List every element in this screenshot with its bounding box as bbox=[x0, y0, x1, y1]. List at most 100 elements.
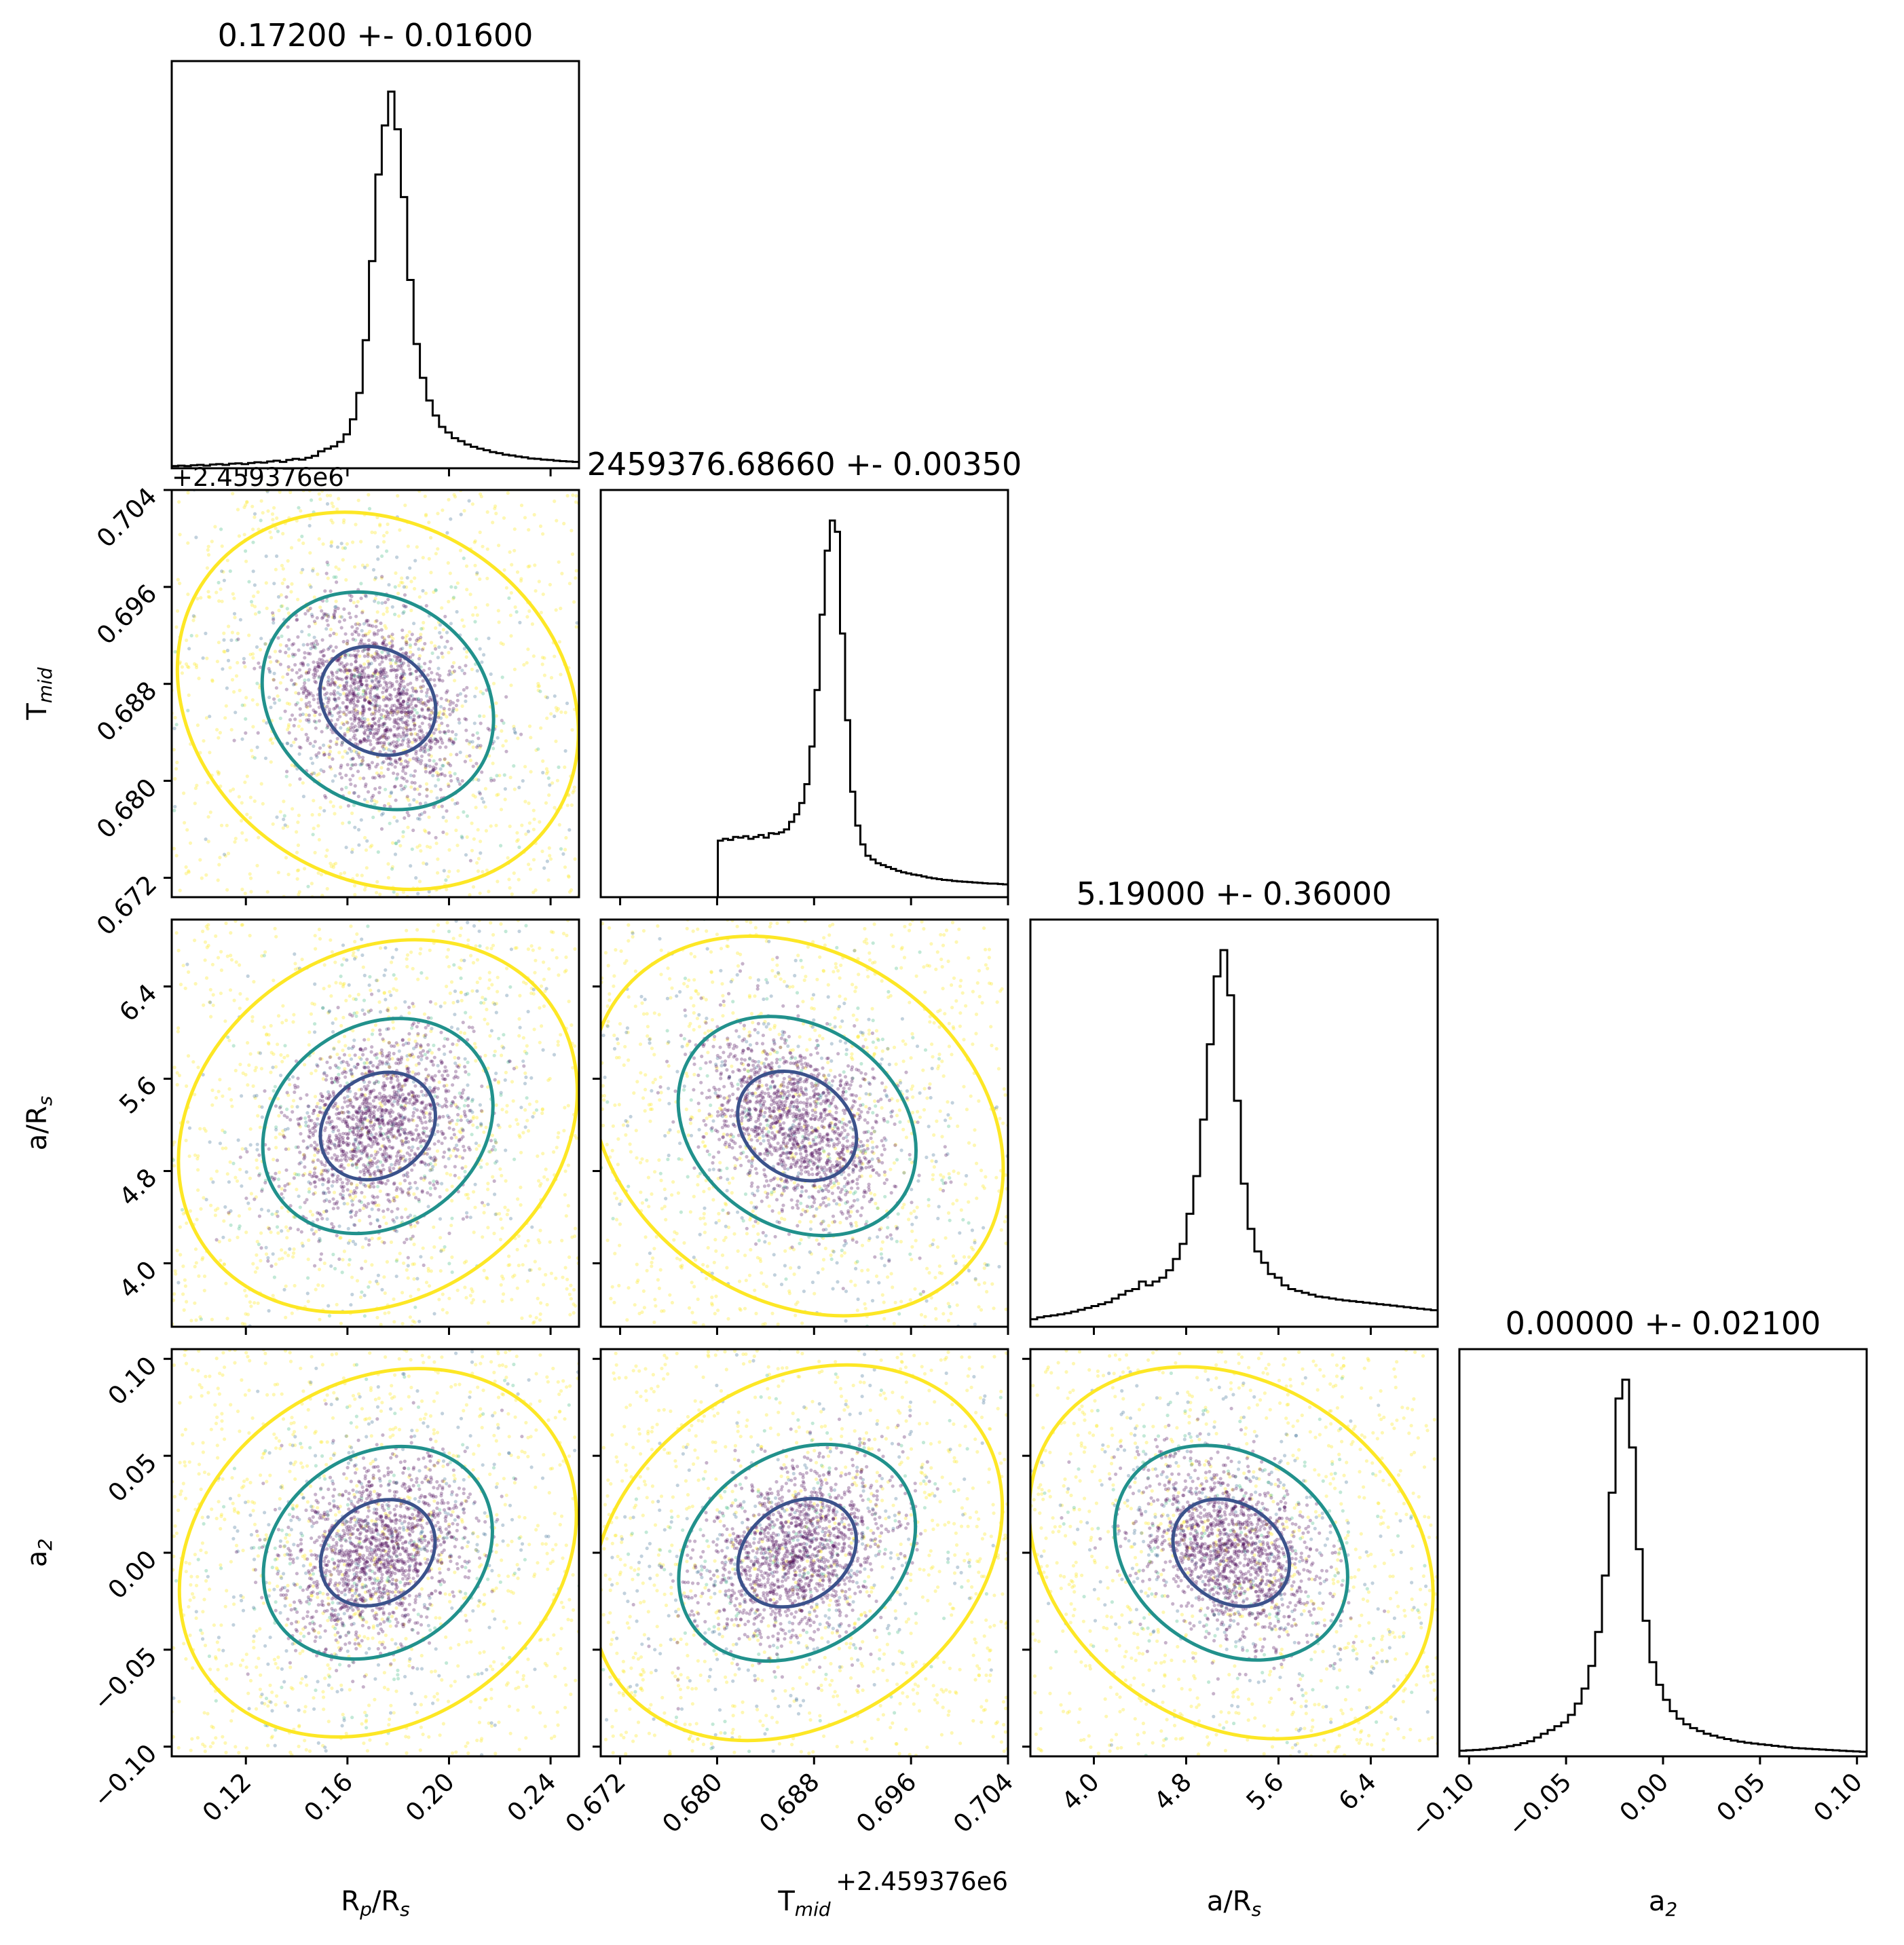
sample-point bbox=[386, 862, 390, 866]
sample-point bbox=[494, 823, 498, 827]
sample-point bbox=[466, 1103, 470, 1108]
sample-point bbox=[351, 696, 355, 700]
sample-point bbox=[286, 1182, 290, 1186]
sample-point bbox=[565, 933, 569, 937]
sample-point bbox=[244, 731, 248, 735]
sample-point bbox=[405, 1057, 410, 1061]
sample-point bbox=[386, 697, 390, 701]
sample-point bbox=[415, 787, 419, 791]
sample-point bbox=[365, 686, 369, 690]
sample-point bbox=[392, 749, 396, 754]
sample-point bbox=[554, 608, 558, 612]
sample-point bbox=[379, 1103, 384, 1108]
sample-point bbox=[425, 844, 430, 848]
sample-point bbox=[411, 1319, 415, 1323]
sample-point bbox=[266, 1375, 269, 1378]
sample-point bbox=[533, 1260, 537, 1264]
sample-point bbox=[378, 750, 382, 754]
sample-point bbox=[316, 1101, 320, 1106]
sample-point bbox=[258, 1051, 263, 1055]
sample-point bbox=[356, 696, 360, 700]
sample-point bbox=[253, 756, 257, 760]
sample-point bbox=[394, 1259, 398, 1263]
sample-point bbox=[481, 800, 486, 804]
sample-point bbox=[530, 1225, 534, 1229]
sample-point bbox=[513, 946, 517, 950]
sample-point bbox=[451, 740, 455, 744]
sample-point bbox=[301, 567, 305, 571]
sample-point bbox=[335, 675, 339, 679]
sample-point bbox=[528, 867, 533, 871]
sample-point bbox=[384, 946, 388, 950]
sample-point bbox=[229, 728, 234, 732]
sample-point bbox=[367, 1214, 371, 1219]
sample-point bbox=[441, 712, 445, 716]
sample-point bbox=[222, 631, 226, 635]
sample-point bbox=[308, 1209, 312, 1213]
sample-point bbox=[210, 678, 214, 682]
sample-point bbox=[534, 1108, 539, 1112]
sample-point bbox=[441, 679, 445, 683]
sample-point bbox=[449, 1136, 453, 1140]
sample-point bbox=[292, 1013, 296, 1017]
sample-point bbox=[290, 713, 295, 717]
sample-point bbox=[381, 1163, 385, 1167]
sample-point bbox=[537, 1179, 541, 1183]
sample-point bbox=[401, 835, 405, 839]
sample-point bbox=[559, 710, 563, 714]
sample-point bbox=[350, 1072, 354, 1076]
sample-point bbox=[204, 976, 209, 980]
sample-point bbox=[451, 701, 455, 705]
sample-point bbox=[419, 747, 424, 751]
sample-point bbox=[367, 673, 371, 677]
sample-point bbox=[339, 1023, 343, 1028]
sample-point bbox=[316, 700, 320, 705]
sample-point bbox=[401, 769, 405, 773]
sample-point bbox=[395, 727, 400, 731]
sample-point bbox=[315, 1105, 319, 1109]
sample-point bbox=[344, 713, 348, 717]
sample-point bbox=[445, 920, 449, 925]
sample-point bbox=[320, 662, 324, 666]
sample-point bbox=[320, 1057, 324, 1061]
sample-point bbox=[438, 1236, 443, 1240]
sample-point bbox=[531, 890, 536, 894]
sample-point bbox=[388, 661, 393, 666]
sample-point bbox=[274, 1135, 278, 1139]
sample-point bbox=[240, 923, 244, 927]
sample-point bbox=[515, 839, 519, 844]
sample-point bbox=[390, 790, 394, 794]
sample-point bbox=[286, 1336, 289, 1339]
sample-point bbox=[372, 735, 376, 740]
sample-point bbox=[291, 683, 295, 687]
sample-point bbox=[356, 1146, 360, 1150]
sample-point bbox=[455, 801, 460, 805]
sample-point bbox=[267, 1147, 271, 1151]
sample-point bbox=[410, 740, 415, 744]
sample-point bbox=[459, 1030, 463, 1034]
sample-point bbox=[304, 695, 308, 700]
sample-point bbox=[276, 636, 280, 640]
sample-point bbox=[401, 706, 405, 711]
sample-point bbox=[396, 698, 400, 702]
sample-point bbox=[322, 809, 326, 813]
sample-point bbox=[339, 1061, 343, 1065]
sample-point bbox=[428, 717, 433, 721]
sample-point bbox=[424, 763, 428, 767]
sample-point bbox=[238, 1224, 242, 1228]
sample-point bbox=[301, 643, 305, 647]
sample-point bbox=[471, 764, 475, 768]
sample-point bbox=[368, 739, 372, 743]
sample-point bbox=[329, 589, 333, 593]
sample-point bbox=[516, 1122, 520, 1126]
sample-point bbox=[306, 663, 310, 667]
sample-point bbox=[379, 1132, 383, 1136]
sample-point bbox=[359, 582, 363, 586]
sample-point bbox=[366, 725, 370, 730]
sample-point bbox=[511, 1099, 515, 1103]
sample-point bbox=[394, 745, 398, 749]
sample-point bbox=[398, 647, 403, 652]
sample-point bbox=[519, 1203, 523, 1207]
sample-point bbox=[436, 778, 441, 782]
sample-point bbox=[347, 983, 351, 987]
